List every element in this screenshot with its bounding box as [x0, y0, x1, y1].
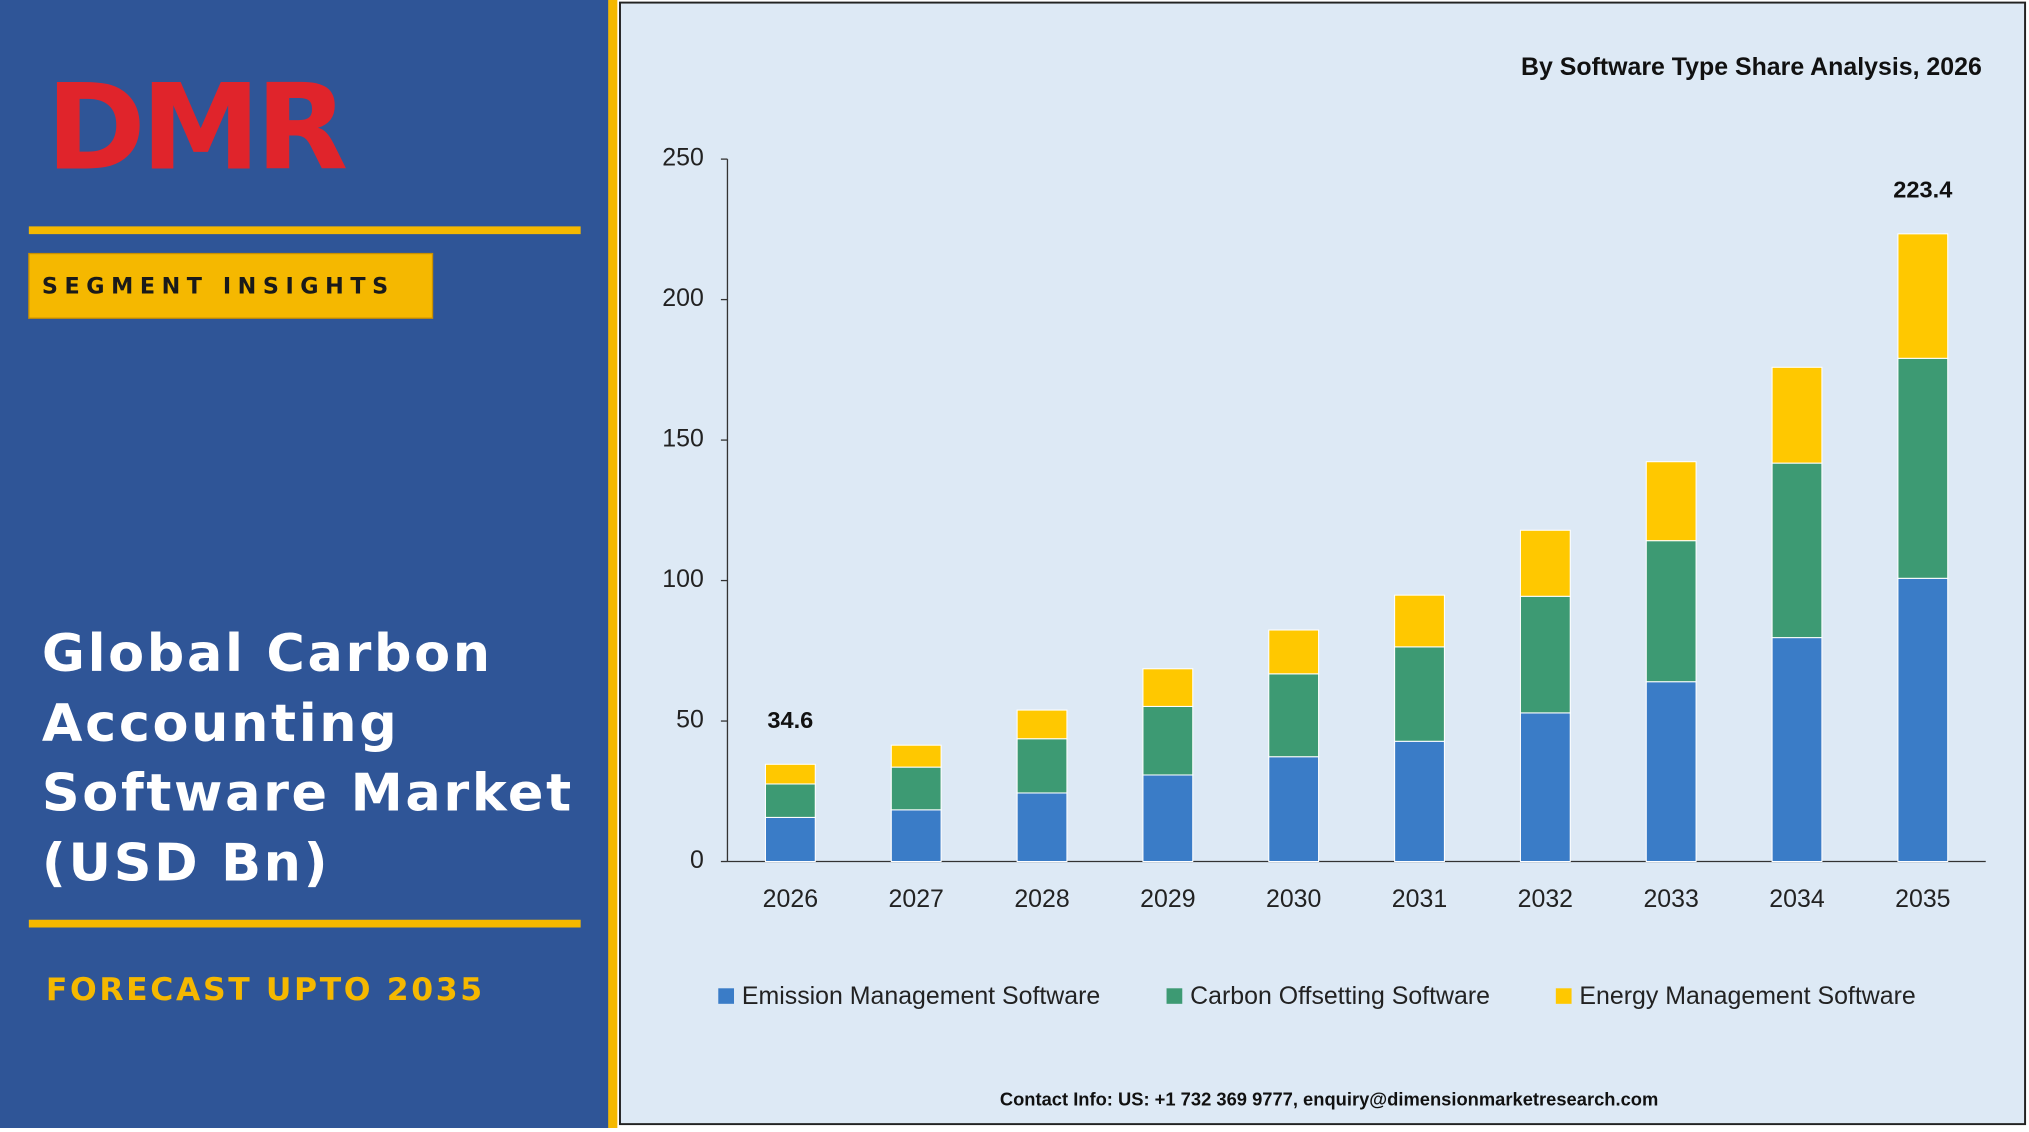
x-tick-label: 2034	[1769, 886, 1825, 913]
bar-segment	[1394, 646, 1445, 742]
bar-segment	[1645, 461, 1697, 542]
bar-segment	[1897, 233, 1949, 359]
bar-segment	[764, 783, 816, 818]
bar-segment	[1897, 577, 1949, 863]
legend-swatch	[1555, 988, 1572, 1004]
divider	[608, 0, 618, 1128]
x-tick-label: 2027	[888, 886, 943, 913]
headline-line: Software Market	[42, 764, 574, 824]
bar-segment	[1268, 756, 1320, 863]
x-tick-label: 2028	[1014, 886, 1069, 913]
y-tick-label: 50	[676, 707, 704, 734]
bar-segment	[1142, 774, 1194, 863]
total-label: 223.4	[1893, 176, 1952, 202]
bar-segment	[1519, 529, 1571, 597]
bar-segment	[1268, 673, 1320, 758]
y-tick-label: 100	[662, 566, 704, 593]
bar-segment	[1142, 705, 1194, 776]
bar-segment	[1016, 709, 1068, 740]
bar-segment	[764, 816, 816, 863]
chart-title: By Software Type Share Analysis, 2026	[1521, 54, 1982, 81]
headline-line: Accounting	[42, 694, 399, 754]
logo: DMR	[46, 59, 346, 197]
bar-segment	[890, 744, 942, 768]
bar-segment	[1142, 668, 1194, 707]
x-tick-label: 2035	[1895, 886, 1950, 913]
headline-line: Global Carbon	[42, 624, 493, 684]
rule	[28, 919, 581, 928]
bar-segment	[1897, 357, 1949, 579]
bar-segment	[1771, 462, 1823, 639]
contact: Contact Info: US: +1 732 369 9777, enqui…	[1000, 1089, 1658, 1110]
bar-segment	[1394, 740, 1445, 863]
x-tick-label: 2026	[763, 886, 818, 913]
x-tick-label: 2030	[1266, 886, 1321, 913]
bar-segment	[1645, 681, 1697, 863]
plot: 0 50 100 150 200 250 2026 34.6 2027 2028 2029 2030 2…	[662, 145, 1986, 1010]
rule	[28, 226, 581, 235]
x-tick-label: 2033	[1643, 886, 1698, 913]
bar-segment	[1519, 595, 1571, 714]
x-tick-label: 2031	[1392, 886, 1447, 913]
bar-segment	[1645, 540, 1697, 683]
bar-segment	[1771, 366, 1823, 464]
y-tick-label: 150	[662, 426, 704, 453]
legend-label: Emission Management Software	[742, 983, 1100, 1010]
bar-segment	[1394, 594, 1445, 648]
badge-box	[28, 252, 434, 319]
legend-swatch	[1166, 988, 1183, 1004]
y-tick-label: 250	[662, 145, 704, 172]
x-tick-label: 2029	[1140, 886, 1195, 913]
bar-segment	[764, 763, 816, 785]
y-tick-label: 200	[662, 285, 704, 312]
total-label: 34.6	[767, 707, 813, 733]
bar-segment	[1016, 738, 1068, 794]
legend-label: Energy Management Software	[1579, 983, 1915, 1010]
left-panel	[0, 0, 610, 1128]
y-tick-label: 0	[690, 847, 704, 874]
bar-segment	[890, 766, 942, 811]
bar-segment	[1268, 629, 1320, 675]
legend-swatch	[718, 988, 735, 1004]
forecast: FORECAST UPTO 2035	[46, 972, 485, 1008]
headline: Global Carbon Accounting Software Market (U…	[42, 624, 574, 894]
badge: SEGMENT INSIGHTS	[42, 274, 395, 300]
bar-segment	[1771, 637, 1823, 863]
bar-segment	[1016, 792, 1068, 863]
x-tick-label: 2032	[1518, 886, 1573, 913]
bar-segment	[1519, 712, 1571, 863]
bar-segment	[890, 809, 942, 863]
legend-label: Carbon Offsetting Software	[1190, 983, 1490, 1010]
headline-line: (USD Bn)	[42, 834, 330, 894]
